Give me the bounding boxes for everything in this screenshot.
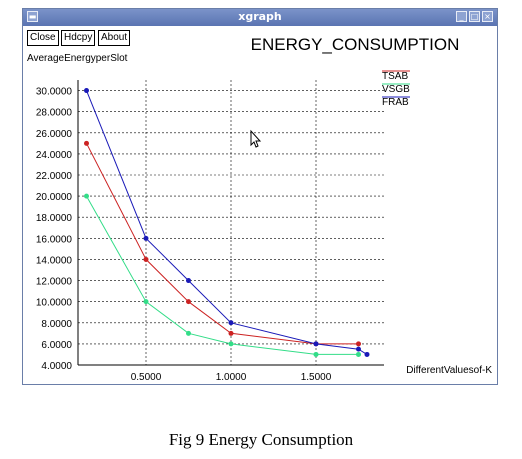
data-point-frab <box>313 341 319 347</box>
mouse-cursor-icon <box>250 129 262 148</box>
x-tick-label: 0.5000 <box>131 372 162 383</box>
y-tick-label: 16.0000 <box>36 234 73 245</box>
chart-title: ENERGY_CONSUMPTION <box>251 35 460 54</box>
y-tick-label: 18.0000 <box>36 213 73 224</box>
data-point-vsgb <box>84 193 89 199</box>
x-tick-label: 1.5000 <box>301 372 332 383</box>
x-tick-label: 1.0000 <box>216 372 247 383</box>
legend-label-vsgb: VSGB <box>382 84 410 95</box>
series-line-tsab <box>86 143 359 345</box>
data-point-tsab <box>186 299 191 305</box>
y-tick-label: 10.0000 <box>36 298 73 309</box>
y-tick-label: 12.0000 <box>36 277 73 288</box>
y-tick-label: 4.0000 <box>41 361 72 372</box>
hardcopy-button[interactable]: Hdcpy <box>61 30 96 46</box>
x-axis-label: DifferentValuesof-K <box>406 365 492 376</box>
y-tick-label: 6.0000 <box>41 340 72 351</box>
close-button[interactable]: Close <box>27 30 59 46</box>
data-point-vsgb <box>143 299 149 305</box>
data-point-frab <box>84 88 89 94</box>
y-axis-label: AverageEnergyperSlot <box>27 53 128 64</box>
close-icon[interactable]: × <box>482 11 493 22</box>
window-menu-icon[interactable]: ▬ <box>27 11 38 22</box>
legend-label-frab: FRAB <box>382 97 409 108</box>
y-tick-label: 22.0000 <box>36 171 73 182</box>
data-point-vsgb <box>356 351 361 357</box>
about-button[interactable]: About <box>98 30 131 46</box>
maximize-icon[interactable]: □ <box>469 11 480 22</box>
y-tick-label: 30.0000 <box>36 87 73 98</box>
data-point-frab <box>356 346 361 352</box>
y-tick-label: 20.0000 <box>36 192 73 203</box>
title-bar[interactable]: ▬ xgraph _ □ × <box>23 9 497 26</box>
window-title: xgraph <box>238 10 282 23</box>
series-line-vsgb <box>86 195 359 355</box>
data-point-frab <box>228 320 234 326</box>
y-tick-label: 14.0000 <box>36 255 73 266</box>
xgraph-window: ▬ xgraph _ □ × Close Hdcpy About <box>22 8 498 385</box>
data-point-tsab <box>143 256 149 262</box>
data-point-tsab <box>228 330 234 336</box>
legend-label-tsab: TSAB <box>382 71 408 82</box>
minimize-icon[interactable]: _ <box>456 11 467 22</box>
y-tick-label: 8.0000 <box>41 319 72 330</box>
series-line-frab <box>86 90 368 355</box>
data-point-vsgb <box>313 351 319 357</box>
y-tick-label: 24.0000 <box>36 150 73 161</box>
data-point-vsgb <box>228 341 234 347</box>
data-point-vsgb <box>186 330 191 336</box>
data-point-tsab <box>356 341 361 347</box>
data-point-frab <box>186 278 191 284</box>
data-point-tsab <box>84 140 89 146</box>
y-tick-label: 28.0000 <box>36 108 73 119</box>
figure-caption: Fig 9 Energy Consumption <box>168 430 354 449</box>
y-tick-label: 26.0000 <box>36 129 73 140</box>
data-point-frab <box>143 235 149 241</box>
data-point-frab <box>364 351 370 357</box>
